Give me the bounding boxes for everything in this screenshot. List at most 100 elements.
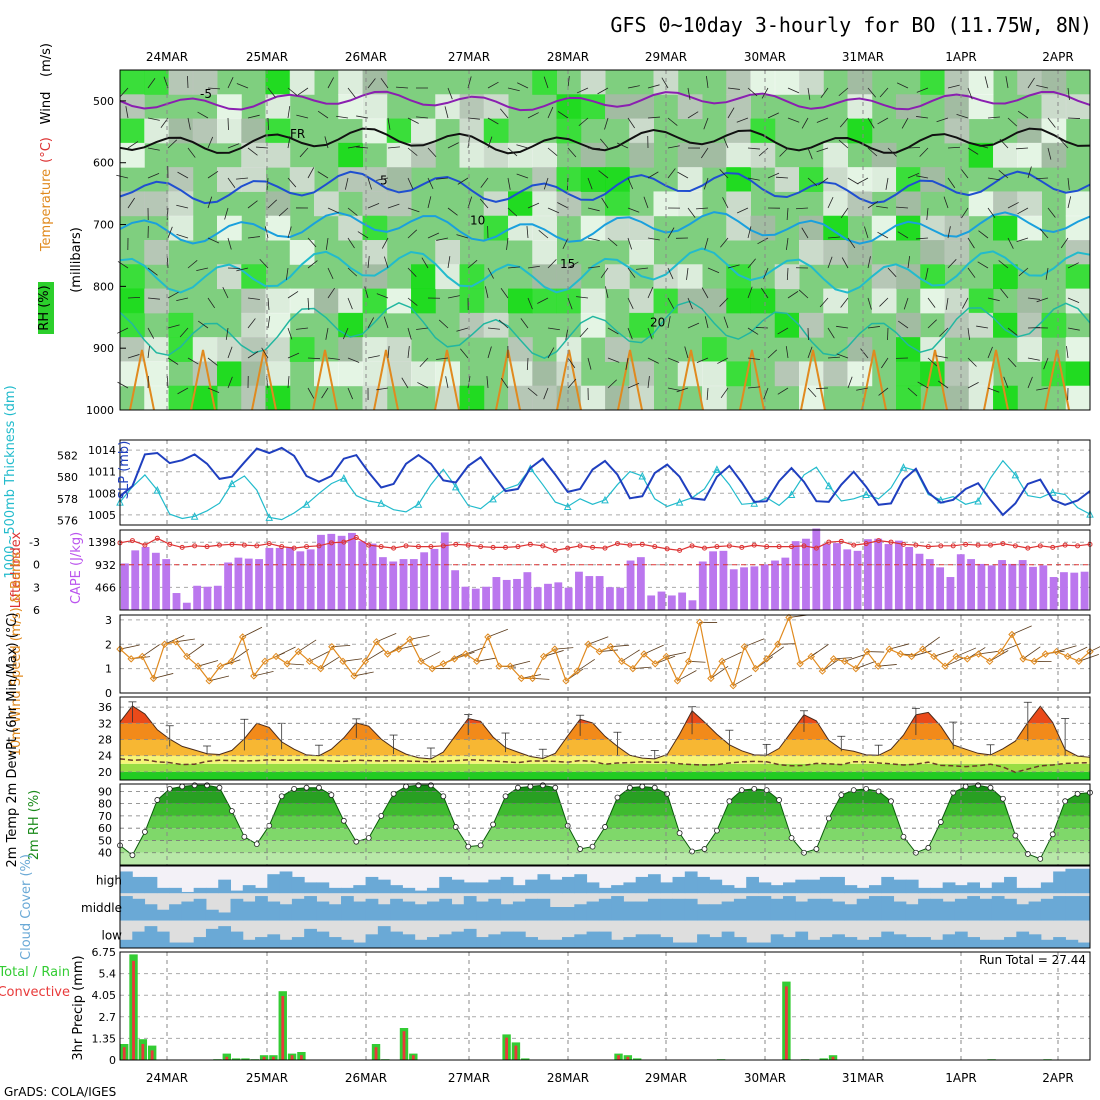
li-point <box>789 544 795 550</box>
rh-point <box>253 841 260 848</box>
wind-barb <box>687 111 699 119</box>
y-tick-label: 32 <box>98 717 112 730</box>
cloud-high-bar <box>844 885 858 894</box>
wind-barb <box>527 387 538 396</box>
rh-shade-cell <box>774 70 800 95</box>
rh-point <box>390 790 397 797</box>
rh-shade-cell <box>823 142 848 168</box>
thickness-point <box>451 482 460 491</box>
cloud-middle-bar <box>647 898 661 921</box>
rh-shade-cell <box>362 118 388 144</box>
y-tick-label: 3 <box>33 581 40 594</box>
rh-shade-cell <box>241 142 266 168</box>
thickness-point <box>825 481 833 490</box>
rh-point <box>515 784 521 791</box>
rh-shade-cell <box>944 312 970 338</box>
rh-point <box>552 784 559 791</box>
wind-barb <box>947 177 956 189</box>
wind-barb <box>527 202 540 209</box>
rh-shade-cell <box>605 191 630 217</box>
rh-shade-cell <box>993 312 1018 338</box>
rh-shade-cell <box>459 288 485 314</box>
rh-shade-cell <box>1017 70 1042 95</box>
thickness-point <box>675 497 684 506</box>
cloud-low-bar <box>647 934 661 948</box>
warm-contour <box>251 349 277 411</box>
cape-bar <box>967 559 975 610</box>
y-tick-label: 1398 <box>88 536 116 549</box>
rh-shade-cell <box>241 167 266 192</box>
wind-barb <box>207 237 220 244</box>
rh-axis-label: 2m RH (%) <box>27 790 42 861</box>
cloud-middle-bar <box>463 896 477 921</box>
wind-barb <box>376 177 389 181</box>
wind10-barb <box>811 644 829 657</box>
rh-shade-cell <box>168 337 194 362</box>
cape-bar <box>812 528 821 610</box>
cloud-low-bar <box>1065 939 1079 948</box>
rh-shade-cell <box>314 191 339 217</box>
rh-point <box>751 786 758 792</box>
wind-barb <box>967 267 976 278</box>
wind-barb <box>467 259 478 269</box>
wind-barb <box>327 267 334 280</box>
wind-barb <box>767 172 780 179</box>
wind10-point <box>885 645 894 653</box>
rh-point <box>937 819 944 825</box>
wind-barb <box>827 356 840 359</box>
cloud-high-bar <box>242 885 256 894</box>
rh-shade-cell <box>144 70 169 95</box>
wind10-point <box>651 660 659 668</box>
cloud-middle-bar <box>132 898 146 921</box>
wind-barb <box>881 357 889 369</box>
rh-shade-cell <box>386 337 412 362</box>
cape-bar <box>203 586 212 610</box>
rh-shade-cell <box>580 167 606 192</box>
cloud-middle-bar <box>512 901 526 921</box>
wind-barb <box>516 173 529 179</box>
wind-barb <box>687 297 693 310</box>
rh-shade-cell <box>677 264 703 290</box>
rh-shade-cell <box>265 94 291 120</box>
wind10-point <box>428 664 436 673</box>
rh-shade-cell <box>338 142 363 168</box>
precip-convective-bar <box>402 1031 406 1060</box>
wind-barb <box>943 196 949 209</box>
wind-barb <box>758 147 769 157</box>
wind-barb <box>436 237 449 241</box>
cloud-middle-bar <box>844 904 858 921</box>
y-tick-label: 582 <box>57 449 78 462</box>
li-point <box>925 544 931 550</box>
li-point <box>975 542 981 548</box>
li-point <box>204 544 210 550</box>
wind-barb <box>807 346 813 359</box>
wind-barb <box>840 297 849 308</box>
cloud-high-bar <box>1065 868 1079 894</box>
cloud-high-bar <box>500 876 514 894</box>
cloud-middle-bar <box>218 912 232 921</box>
rh-point <box>763 787 770 794</box>
wind-barb <box>207 297 216 309</box>
cloud-low-bar <box>586 931 600 948</box>
rh-point <box>141 828 148 835</box>
cloud-high-bar <box>807 879 821 894</box>
cape-bar <box>977 563 986 610</box>
wind-barb <box>166 255 169 269</box>
wind-barb <box>736 117 749 123</box>
cloud-low-bar <box>905 937 919 948</box>
wind-barb <box>407 147 418 156</box>
cloud-middle-bar <box>537 898 551 921</box>
rh-shade-cell <box>144 385 169 411</box>
wind-barb <box>667 297 675 309</box>
cloud-high-bar <box>402 887 416 894</box>
wind-barb <box>307 260 318 269</box>
wind-barb <box>486 376 489 389</box>
y-tick-label: 1000 <box>86 404 114 417</box>
cloud-middle-bar <box>377 904 391 921</box>
wind10-barb <box>487 628 509 638</box>
rh-shade-cell <box>120 70 145 95</box>
y-tick-label: 28 <box>98 734 112 747</box>
cloud-low-bar <box>156 931 170 948</box>
cloud-low-bar <box>242 939 256 948</box>
wind-barb <box>903 297 909 310</box>
